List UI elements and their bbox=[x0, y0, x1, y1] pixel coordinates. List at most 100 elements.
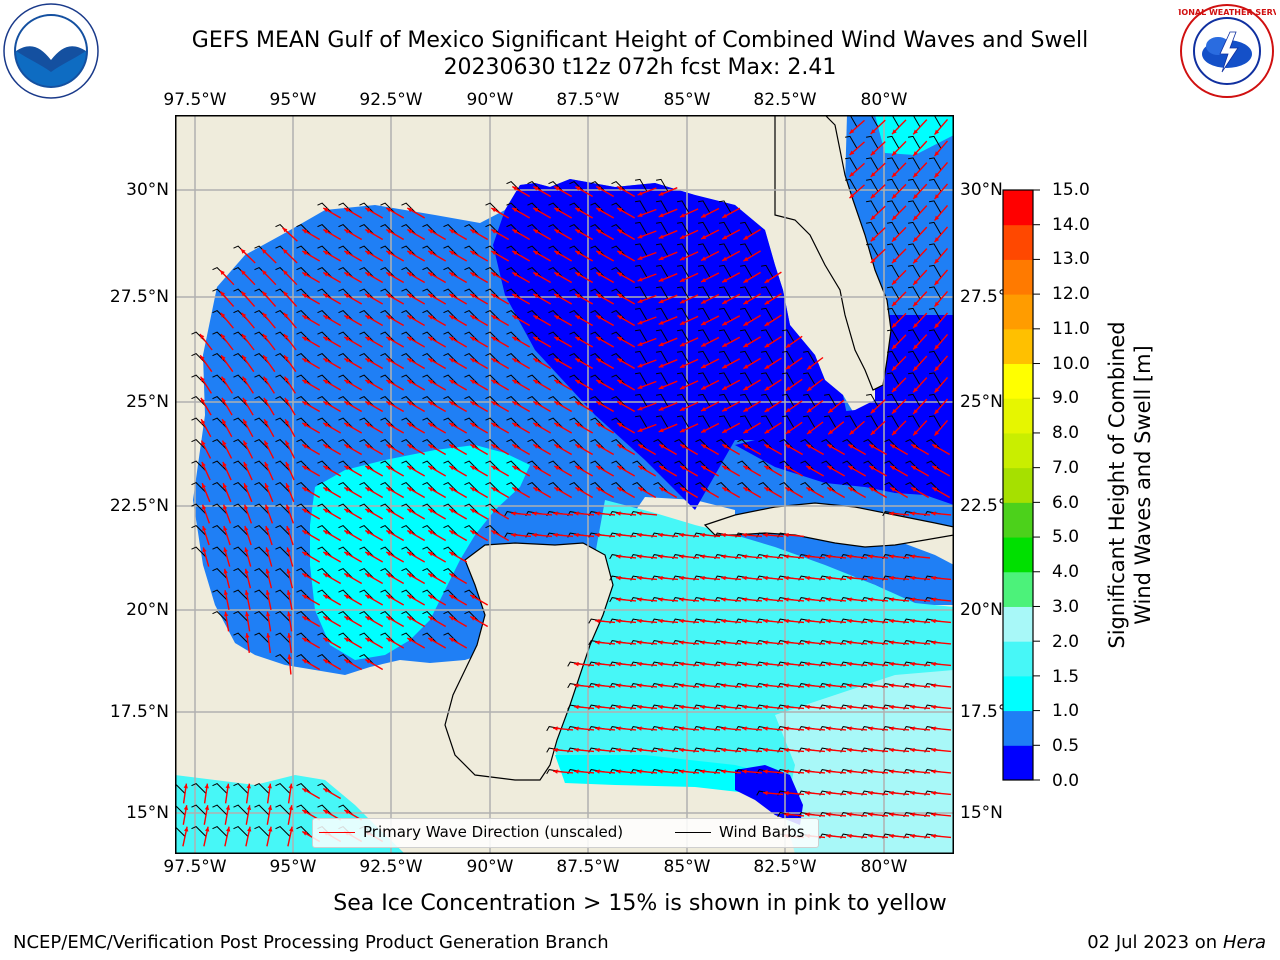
wave-direction-arrowhead bbox=[323, 509, 329, 514]
noaa-logo: NOAA bbox=[3, 3, 99, 99]
wave-direction-arrowhead bbox=[784, 769, 789, 774]
wave-direction-arrowhead bbox=[849, 172, 855, 177]
wind-barb bbox=[716, 482, 732, 493]
wave-direction-arrowhead bbox=[224, 611, 229, 617]
wind-barb bbox=[908, 264, 921, 278]
wave-direction-arrowhead bbox=[533, 487, 539, 492]
wave-direction-arrowhead bbox=[449, 294, 455, 299]
wave-direction-arrowhead bbox=[889, 747, 894, 753]
wave-direction-arrowhead bbox=[679, 683, 684, 688]
wind-barb bbox=[527, 288, 543, 300]
wind-barb bbox=[758, 482, 774, 493]
wave-direction-arrowhead bbox=[344, 573, 350, 578]
wind-barb bbox=[779, 439, 795, 450]
wind-barb bbox=[275, 783, 291, 794]
wave-direction-arrowhead bbox=[449, 573, 455, 578]
wind-barb bbox=[485, 503, 501, 515]
wave-direction-arrowhead bbox=[679, 769, 684, 774]
wave-direction-arrowhead bbox=[428, 272, 434, 277]
florida-peninsula bbox=[774, 115, 892, 391]
wind-barb bbox=[929, 393, 942, 407]
wave-direction-arrowhead bbox=[931, 833, 936, 839]
wave-direction-arrowhead bbox=[892, 236, 897, 242]
wind-barb bbox=[863, 460, 879, 472]
colorbar-tick: 12.0 bbox=[1052, 284, 1090, 304]
wave-direction-arrowhead bbox=[784, 554, 789, 559]
wind-barb bbox=[233, 826, 249, 837]
wind-barb bbox=[296, 611, 312, 622]
wind-barb bbox=[656, 243, 669, 257]
wave-direction-arrowhead bbox=[386, 444, 392, 449]
wave-direction-arrowhead bbox=[533, 423, 539, 428]
wind-barb bbox=[401, 503, 417, 515]
wave-direction-arrowhead bbox=[805, 618, 810, 624]
wave-direction-arrowhead bbox=[658, 554, 663, 559]
wave-direction-arrowhead bbox=[784, 726, 789, 731]
wave-direction-arrowhead bbox=[575, 272, 581, 277]
colorbar-bin bbox=[1003, 190, 1033, 226]
wind-barb bbox=[719, 221, 732, 235]
wave-direction-arrowhead bbox=[934, 387, 940, 393]
wave-direction-arrowhead bbox=[870, 172, 876, 177]
wave-direction-arrowhead bbox=[449, 509, 455, 514]
wave-direction-arrowhead bbox=[365, 659, 371, 664]
wave-direction-arrowhead bbox=[890, 466, 896, 471]
wind-barb bbox=[422, 353, 438, 364]
lat-tick: 30°N bbox=[126, 180, 169, 200]
wave-direction-arrowhead bbox=[596, 229, 602, 234]
wave-direction-arrowhead bbox=[265, 568, 270, 574]
wave-direction-arrowhead bbox=[679, 640, 684, 645]
wave-direction-arrowhead bbox=[658, 406, 664, 411]
wind-barb bbox=[359, 374, 375, 386]
wave-direction-arrowhead bbox=[407, 208, 413, 213]
wave-direction-arrowhead bbox=[554, 444, 560, 449]
wind-barb bbox=[485, 310, 501, 321]
lat-tick: 20°N bbox=[126, 600, 169, 620]
wind-barb bbox=[464, 611, 480, 622]
wave-direction-arrowhead bbox=[934, 301, 940, 307]
wind-barb bbox=[422, 503, 438, 515]
wave-direction-arrowhead bbox=[868, 769, 873, 774]
wave-direction-arrowhead bbox=[659, 444, 665, 449]
wind-barb bbox=[401, 267, 417, 278]
wind-barb bbox=[635, 393, 648, 407]
wave-direction-arrowhead bbox=[679, 726, 684, 731]
wind-barb bbox=[359, 589, 375, 601]
wave-direction-arrowhead bbox=[637, 704, 642, 710]
colorbar-bin bbox=[1003, 398, 1033, 434]
wave-direction-arrowhead bbox=[913, 129, 918, 135]
wind-barb bbox=[464, 589, 480, 601]
wave-direction-arrowhead bbox=[263, 355, 268, 361]
wind-barb bbox=[422, 568, 438, 579]
wave-direction-arrowhead bbox=[428, 358, 434, 363]
wind-barb bbox=[656, 393, 669, 407]
wind-barb bbox=[422, 374, 438, 386]
wave-direction-arrowhead bbox=[847, 747, 852, 753]
wave-direction-arrowhead bbox=[575, 358, 581, 363]
wave-direction-arrowhead bbox=[470, 466, 476, 471]
wind-barb bbox=[632, 482, 648, 493]
wind-barb bbox=[191, 417, 207, 429]
wind-barb bbox=[296, 374, 312, 386]
wave-direction-arrowhead bbox=[763, 769, 768, 774]
wave-direction-arrowhead bbox=[386, 401, 392, 406]
wave-direction-arrowhead bbox=[596, 444, 602, 449]
wind-barb bbox=[296, 353, 312, 364]
wave-direction-arrowhead bbox=[637, 191, 643, 196]
wave-direction-arrowhead bbox=[511, 511, 516, 516]
wave-direction-arrowhead bbox=[889, 511, 894, 516]
wave-direction-arrowhead bbox=[722, 407, 728, 412]
wave-direction-arrowhead bbox=[244, 590, 249, 595]
wind-barb bbox=[485, 353, 501, 364]
wave-direction-arrowhead bbox=[743, 235, 749, 240]
wave-direction-arrowhead bbox=[266, 611, 271, 617]
wave-direction-arrowhead bbox=[679, 661, 684, 667]
wave-direction-arrowhead bbox=[532, 511, 537, 516]
wave-direction-arrowhead bbox=[870, 215, 876, 220]
wind-barb bbox=[677, 350, 690, 364]
wave-direction-arrowhead bbox=[826, 769, 831, 774]
wave-direction-arrowhead bbox=[934, 258, 940, 264]
wave-direction-arrowhead bbox=[722, 321, 728, 326]
wind-barb bbox=[908, 243, 921, 257]
wave-direction-arrowhead bbox=[617, 487, 623, 492]
